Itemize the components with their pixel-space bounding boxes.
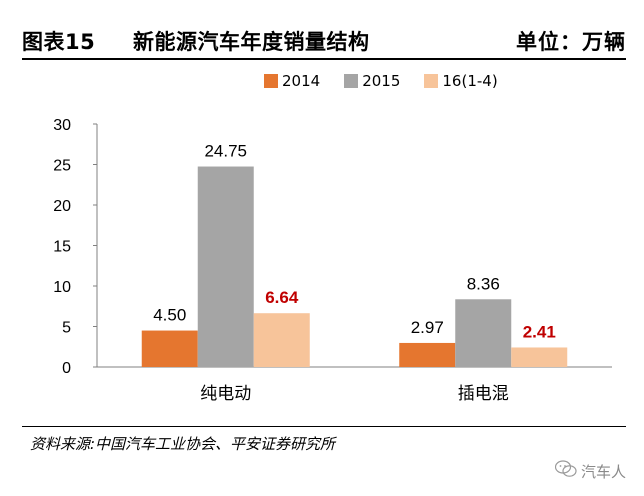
data-label: 2.41 (523, 322, 556, 341)
bar (455, 299, 512, 367)
source-note: 资料来源:中国汽车工业协会、平安证券研究所 (30, 435, 336, 453)
legend-swatch (344, 74, 359, 88)
legend-item-2015: 2015 (344, 72, 400, 90)
category-label: 插电混 (458, 384, 509, 404)
legend-item-2016-jan-apr: 16(1-4) (424, 72, 498, 90)
header-rule (22, 58, 626, 60)
data-label: 4.50 (153, 306, 186, 325)
bar (141, 330, 198, 367)
bar (253, 313, 310, 367)
category-label: 纯电动 (200, 384, 251, 404)
watermark: 汽车人 (554, 460, 626, 482)
bar (399, 342, 456, 367)
legend-item-2014: 2014 (264, 72, 320, 90)
wechat-icon (554, 460, 577, 482)
y-tick-label: 5 (62, 320, 71, 337)
chart-header: 图表15 新能源汽车年度销量结构 单位：万辆 (0, 0, 644, 62)
y-tick-label: 30 (53, 117, 71, 134)
y-tick-label: 0 (62, 360, 71, 377)
legend-swatch (424, 74, 439, 88)
figure-label: 图表15 (22, 30, 96, 54)
legend-swatch (264, 74, 278, 88)
watermark-text: 汽车人 (580, 462, 626, 481)
unit-label: 单位：万辆 (516, 30, 626, 54)
bar-chart: 0 5 10 15 20 25 30 4.50 24.75 6.64 纯电动 2.97 8.36 2.41… (53, 117, 612, 404)
legend-label: 16(1-4) (442, 72, 498, 90)
bar (511, 347, 568, 367)
data-label: 6.64 (265, 288, 299, 307)
y-tick-label: 15 (53, 239, 71, 256)
source-rule (22, 426, 626, 427)
chart-title: 新能源汽车年度销量结构 (133, 30, 370, 54)
y-tick-label: 10 (53, 279, 71, 296)
data-label: 8.36 (467, 274, 500, 293)
legend-label: 2015 (362, 72, 401, 90)
bar (197, 166, 254, 367)
y-tick-label: 20 (53, 198, 71, 215)
legend: 2014 2015 16(1-4) (264, 72, 522, 90)
y-tick-label: 25 (53, 158, 71, 175)
data-label: 2.97 (411, 318, 444, 337)
legend-label: 2014 (282, 72, 321, 90)
data-label: 24.75 (204, 142, 247, 161)
